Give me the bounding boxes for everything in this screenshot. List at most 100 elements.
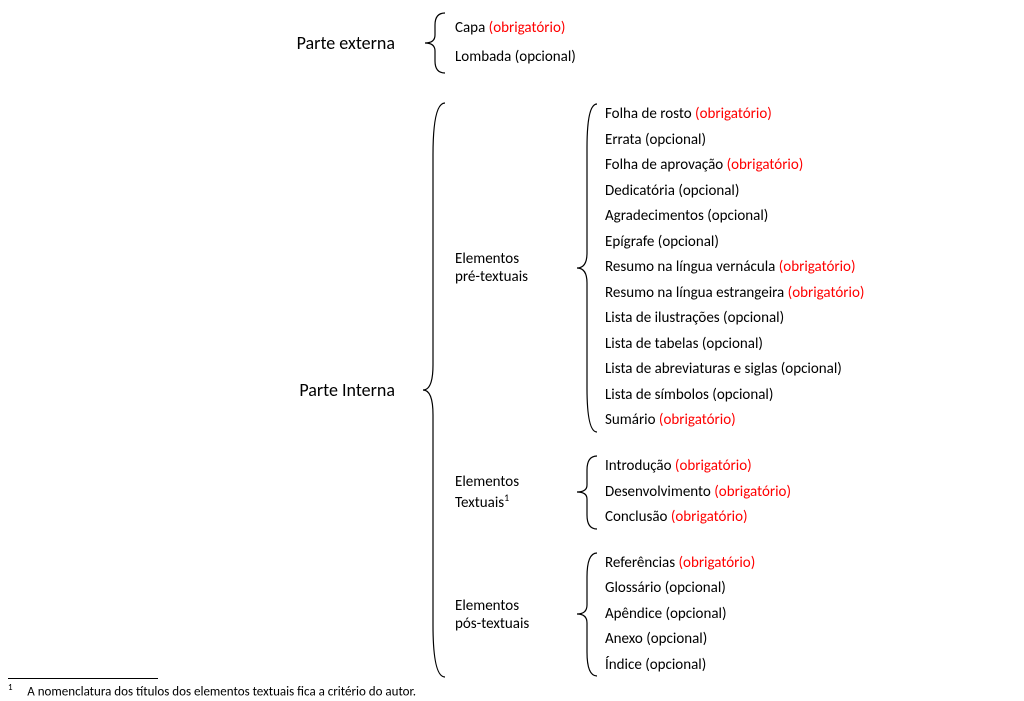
item-name: Errata	[605, 131, 645, 149]
footnote-marker: 1	[8, 682, 13, 693]
pos-textuais-label: Elementos pós-textuais	[455, 597, 555, 633]
item-name: Conclusão	[605, 508, 671, 526]
item-status: (opcional)	[702, 335, 763, 353]
footnote-rule	[8, 678, 158, 679]
item-name: Folha de rosto	[605, 105, 695, 123]
brace-interna	[395, 95, 455, 685]
list-item: Lista de tabelas (opcional)	[605, 332, 864, 358]
list-item: Conclusão (obrigatório)	[605, 505, 791, 531]
item-status: (opcional)	[665, 579, 726, 597]
list-item: Epígrafe (opcional)	[605, 230, 864, 256]
pre-label-l2: pré-textuais	[455, 268, 528, 286]
pre-items: Folha de rosto (obrigatório)Errata (opci…	[605, 102, 864, 434]
pos-items: Referências (obrigatório)Glossário (opci…	[605, 551, 755, 679]
textuais-items: Introdução (obrigatório)Desenvolvimento …	[605, 454, 791, 531]
item-name: Lombada	[455, 48, 515, 66]
footnote: 1 A nomenclatura dos títulos dos element…	[8, 682, 416, 699]
item-status: (obrigatório)	[727, 156, 804, 174]
list-item: Dedicatória (opcional)	[605, 179, 864, 205]
list-item: Lista de símbolos (opcional)	[605, 383, 864, 409]
item-name: Lista de tabelas	[605, 335, 702, 353]
item-name: Sumário	[605, 411, 659, 429]
pos-label-l1: Elementos	[455, 597, 519, 615]
item-name: Agradecimentos	[605, 207, 707, 225]
brace-pos	[555, 547, 605, 682]
item-status: (opcional)	[723, 309, 784, 327]
parte-externa-label: Parte externa	[0, 32, 395, 54]
item-status: (obrigatório)	[695, 105, 772, 123]
list-item: Referências (obrigatório)	[605, 551, 755, 577]
textuais-sup: 1	[504, 491, 509, 504]
item-name: Folha de aprovação	[605, 156, 727, 174]
list-item: Folha de aprovação (obrigatório)	[605, 153, 864, 179]
item-status: (obrigatório)	[671, 508, 748, 526]
item-status: (opcional)	[645, 131, 706, 149]
pos-textuais-row: Elementos pós-textuais Referências (obri…	[455, 547, 864, 682]
item-name: Índice	[605, 656, 645, 674]
textuais-label-l2: Textuais	[455, 494, 504, 512]
item-name: Anexo	[605, 630, 646, 648]
pre-label-l1: Elementos	[455, 250, 519, 268]
list-item: Resumo na língua vernácula (obrigatório)	[605, 255, 864, 281]
item-status: (obrigatório)	[675, 457, 752, 475]
list-item: Índice (opcional)	[605, 653, 755, 679]
brace-externa	[395, 8, 455, 78]
list-item: Resumo na língua estrangeira (obrigatóri…	[605, 281, 864, 307]
brace-textuais	[555, 450, 605, 535]
item-status: (opcional)	[645, 656, 706, 674]
item-status: (opcional)	[515, 48, 576, 66]
externa-items: Capa (obrigatório) Lombada (opcional)	[455, 8, 576, 78]
item-status: (opcional)	[646, 630, 707, 648]
list-item: Sumário (obrigatório)	[605, 408, 864, 434]
brace-pre	[555, 98, 605, 438]
list-item: Introdução (obrigatório)	[605, 454, 791, 480]
list-item: Lista de abreviaturas e siglas (opcional…	[605, 357, 864, 383]
item-status: (obrigatório)	[659, 411, 736, 429]
list-item: Glossário (opcional)	[605, 576, 755, 602]
item-status: (obrigatório)	[714, 483, 791, 501]
item-name: Apêndice	[605, 605, 665, 623]
item-name: Glossário	[605, 579, 665, 597]
item-status: (opcional)	[678, 182, 739, 200]
parte-interna-row: Parte Interna Elementos pré-textuais Fol…	[0, 95, 864, 685]
item-status: (obrigatório)	[678, 554, 755, 572]
list-item: Capa (obrigatório)	[455, 16, 576, 42]
item-name: Introdução	[605, 457, 675, 475]
textuais-label: Elementos Textuais1	[455, 473, 555, 512]
item-name: Desenvolvimento	[605, 483, 714, 501]
item-status: (opcional)	[707, 207, 768, 225]
pos-label-l2: pós-textuais	[455, 615, 529, 633]
pre-textuais-label: Elementos pré-textuais	[455, 250, 555, 286]
list-item: Errata (opcional)	[605, 128, 864, 154]
footnote-text: A nomenclatura dos títulos dos elementos…	[27, 684, 416, 699]
item-name: Referências	[605, 554, 678, 572]
item-name: Lista de símbolos	[605, 386, 712, 404]
list-item: Agradecimentos (opcional)	[605, 204, 864, 230]
item-name: Lista de ilustrações	[605, 309, 723, 327]
textuais-label-l1: Elementos	[455, 473, 519, 491]
item-name: Resumo na língua vernácula	[605, 258, 779, 276]
item-name: Capa	[455, 19, 489, 37]
list-item: Lombada (opcional)	[455, 45, 576, 71]
textuais-row: Elementos Textuais1 Introdução (obrigató…	[455, 450, 864, 535]
list-item: Apêndice (opcional)	[605, 602, 755, 628]
item-name: Lista de abreviaturas e siglas	[605, 360, 781, 378]
list-item: Anexo (opcional)	[605, 627, 755, 653]
list-item: Desenvolvimento (obrigatório)	[605, 480, 791, 506]
list-item: Folha de rosto (obrigatório)	[605, 102, 864, 128]
interna-groups: Elementos pré-textuais Folha de rosto (o…	[455, 98, 864, 682]
item-status: (obrigatório)	[779, 258, 856, 276]
item-status: (obrigatório)	[788, 284, 865, 302]
item-status: (obrigatório)	[489, 19, 566, 37]
item-name: Resumo na língua estrangeira	[605, 284, 788, 302]
item-status: (opcional)	[781, 360, 842, 378]
pre-textuais-row: Elementos pré-textuais Folha de rosto (o…	[455, 98, 864, 438]
item-status: (opcional)	[665, 605, 726, 623]
item-status: (opcional)	[658, 233, 719, 251]
item-name: Epígrafe	[605, 233, 658, 251]
item-status: (opcional)	[712, 386, 773, 404]
parte-externa-row: Parte externa Capa (obrigatório) Lombada …	[0, 8, 576, 78]
item-name: Dedicatória	[605, 182, 678, 200]
list-item: Lista de ilustrações (opcional)	[605, 306, 864, 332]
parte-interna-label: Parte Interna	[0, 379, 395, 401]
